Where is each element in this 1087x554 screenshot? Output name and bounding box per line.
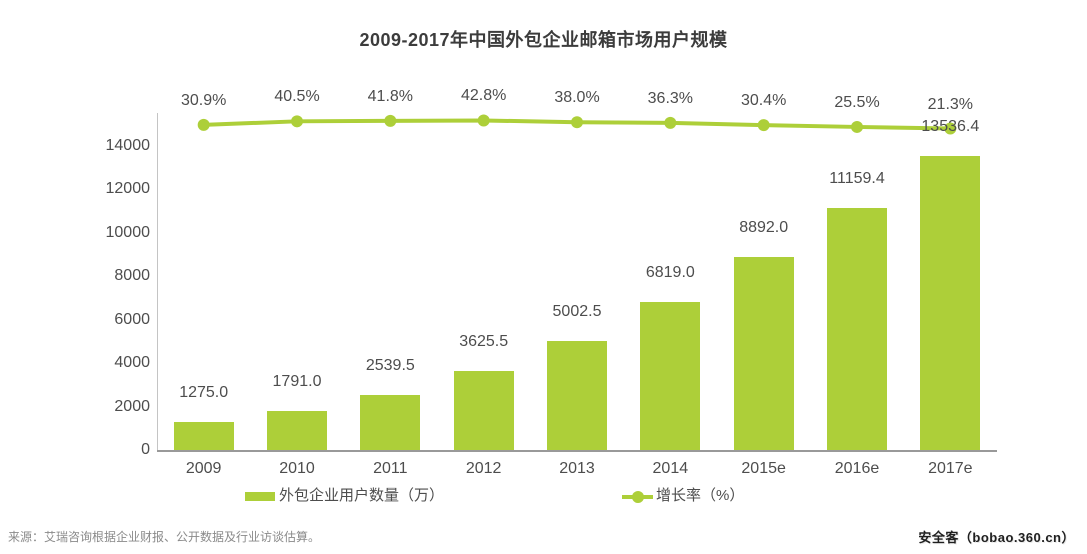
bar-2016e xyxy=(827,207,887,450)
bar-value-label: 11159.4 xyxy=(829,169,885,187)
x-axis-label: 2017e xyxy=(928,460,973,477)
chart-title: 2009-2017年中国外包企业邮箱市场用户规模 xyxy=(359,30,728,50)
growth-rate-label: 30.9% xyxy=(180,91,227,109)
bar-2014 xyxy=(640,301,701,450)
growth-rate-label: 21.3% xyxy=(927,95,974,113)
growth-rate-label: 41.8% xyxy=(367,87,414,105)
growth-line-point xyxy=(197,118,210,131)
y-axis-label: 8000 xyxy=(114,267,150,285)
legend: 外包企业用户数量（万） 增长率（%） xyxy=(0,485,1087,509)
x-axis-label: 2009 xyxy=(185,460,222,477)
y-axis-label: 2000 xyxy=(114,397,150,415)
x-axis-line xyxy=(157,450,997,452)
growth-line-point xyxy=(757,119,770,132)
growth-line-path xyxy=(203,118,951,131)
growth-rate-label: 36.3% xyxy=(647,89,694,107)
bar-value-label: 6819.0 xyxy=(645,263,695,281)
bar-value-label: 5002.5 xyxy=(552,303,602,321)
bar-2015e xyxy=(733,256,794,450)
bar-2013 xyxy=(547,341,607,450)
legend-bar-label: 外包企业用户数量（万） xyxy=(279,487,445,504)
watermark: 安全客（bobao.360.cn） xyxy=(918,530,1075,545)
growth-rate-label: 42.8% xyxy=(460,87,507,105)
y-axis-label: 12000 xyxy=(105,180,151,198)
growth-line-point xyxy=(851,120,863,133)
y-axis-label: 10000 xyxy=(105,223,151,241)
x-axis-label: 2013 xyxy=(559,460,595,477)
y-axis-label: 14000 xyxy=(105,137,151,154)
bar-value-label: 1791.0 xyxy=(272,373,322,391)
legend-line-dot-icon xyxy=(632,491,644,503)
growth-rate-label: 40.5% xyxy=(274,88,320,106)
y-axis-label: 6000 xyxy=(114,310,150,328)
x-axis-label: 2010 xyxy=(279,460,315,477)
bar-2012 xyxy=(453,371,514,450)
y-axis-label: 4000 xyxy=(114,354,150,372)
growth-rate-label: 30.4% xyxy=(740,92,787,110)
x-axis-label: 2015e xyxy=(741,460,786,477)
x-axis-label: 2014 xyxy=(652,460,689,477)
bar-2010 xyxy=(267,411,327,450)
x-axis-label: 2016e xyxy=(834,460,880,477)
x-axis-label: 2012 xyxy=(465,460,502,477)
growth-line-point xyxy=(571,116,583,129)
growth-line-point xyxy=(291,115,303,128)
source-note: 来源：艾瑞咨询根据企业财报、公开数据及行业访谈估算。 xyxy=(8,530,321,544)
bar-2017e xyxy=(920,156,981,450)
legend-line-label: 增长率（%） xyxy=(656,487,745,504)
bar-value-label: 8892.0 xyxy=(739,218,789,236)
growth-line-point xyxy=(477,114,490,127)
x-axis-label: 2011 xyxy=(373,460,408,477)
legend-bar-swatch-icon xyxy=(245,492,275,501)
bar-value-label: 1275.0 xyxy=(179,384,229,402)
growth-rate-label: 25.5% xyxy=(834,93,880,111)
bar-value-label: 3625.5 xyxy=(459,333,509,351)
bar-2011 xyxy=(360,394,421,450)
bar-value-label: 13536.4 xyxy=(921,118,980,136)
bar-value-label: 2539.5 xyxy=(365,356,415,374)
y-axis-label: 0 xyxy=(141,441,150,458)
y-axis-line xyxy=(157,113,158,450)
growth-rate-label: 38.0% xyxy=(554,89,600,107)
growth-line-point xyxy=(384,114,397,127)
growth-line-point xyxy=(664,116,677,129)
bar-2009 xyxy=(173,422,234,450)
